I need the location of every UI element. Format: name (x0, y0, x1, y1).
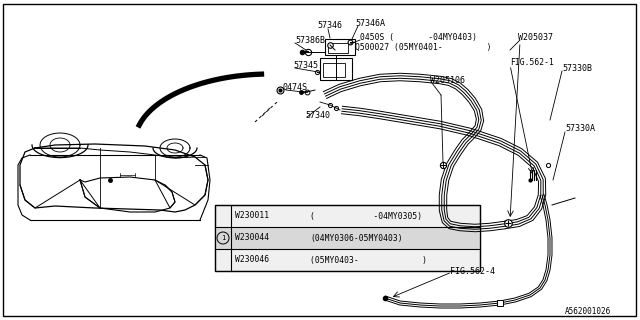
Bar (320, 58, 352, 80)
Text: 57346A: 57346A (355, 19, 385, 28)
Text: 1: 1 (221, 235, 225, 241)
Bar (215, 205, 480, 271)
Text: (04MY0306-05MY0403): (04MY0306-05MY0403) (310, 234, 403, 243)
Text: W205037: W205037 (518, 33, 553, 42)
Text: W205106: W205106 (430, 76, 465, 84)
Bar (215, 227, 480, 249)
Bar (325, 39, 355, 55)
Text: 57330A: 57330A (565, 124, 595, 132)
Text: W230011: W230011 (235, 212, 269, 220)
Text: 0450S (       -04MY0403): 0450S ( -04MY0403) (360, 33, 477, 42)
Text: 0474S: 0474S (282, 83, 307, 92)
Text: (05MY0403-             ): (05MY0403- ) (310, 255, 427, 265)
Bar (215, 205, 480, 271)
Bar (323, 63, 345, 77)
Text: A562001026: A562001026 (565, 308, 611, 316)
Text: 57345: 57345 (293, 60, 318, 69)
Text: W230046: W230046 (235, 255, 269, 265)
Text: 57330B: 57330B (562, 63, 592, 73)
Text: 57346: 57346 (317, 20, 342, 29)
Text: 57340: 57340 (305, 110, 330, 119)
Text: Q500027 (05MY0401-         ): Q500027 (05MY0401- ) (355, 43, 492, 52)
Bar (328, 43, 348, 53)
Text: W230044: W230044 (235, 234, 269, 243)
Text: FIG.562-4: FIG.562-4 (450, 268, 495, 276)
Text: FIG.562-1: FIG.562-1 (510, 58, 554, 67)
Bar (215, 205, 480, 271)
Text: 57386B: 57386B (295, 36, 325, 44)
Text: (            -04MY0305): ( -04MY0305) (310, 212, 422, 220)
